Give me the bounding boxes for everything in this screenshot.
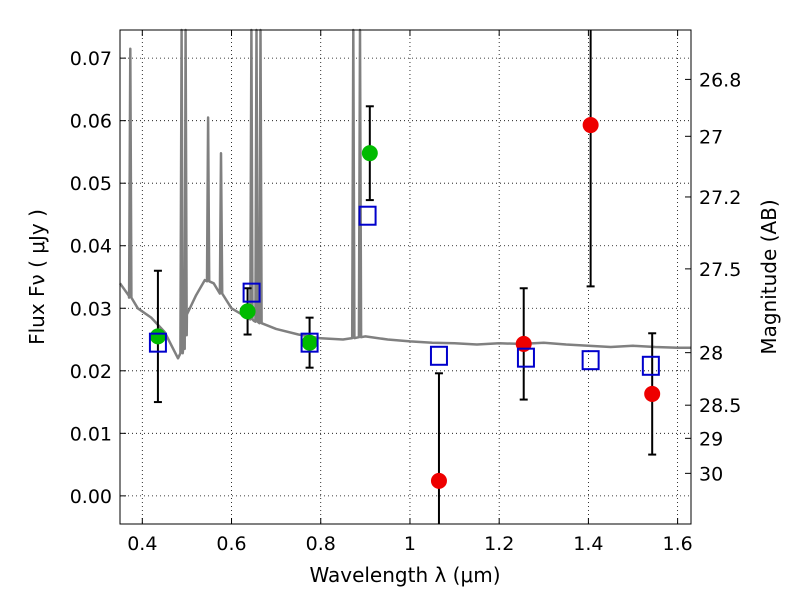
plot-frame <box>119 29 692 525</box>
x-tick-label: 1.2 <box>484 533 514 555</box>
mag-tick-label: 27.2 <box>699 187 741 209</box>
y-tick-label: 0.06 <box>70 111 112 133</box>
x-tick-label: 1.4 <box>573 533 603 555</box>
y-tick-label: 0.05 <box>70 173 112 195</box>
x-tick-label: 0.6 <box>216 533 246 555</box>
data-point <box>301 334 318 351</box>
y-tick-label: 0.07 <box>70 48 112 70</box>
x-tick-label: 1.6 <box>663 533 693 555</box>
y-tick-label: 0.01 <box>70 423 112 445</box>
y-tick-label: 0.02 <box>70 361 112 383</box>
y-axis-title: Flux Fν ( μJy ) <box>25 209 49 345</box>
model-square-marker <box>358 205 377 226</box>
mag-tick-label: 27 <box>699 126 723 148</box>
model-spectrum <box>118 28 691 360</box>
data-point <box>149 328 166 345</box>
model-square-marker <box>148 332 167 353</box>
data-point <box>582 117 599 134</box>
data-point <box>644 385 661 402</box>
mag-tick-label: 26.8 <box>699 69 741 91</box>
data-point <box>430 472 447 489</box>
x-tick-label: 0.8 <box>306 533 336 555</box>
x-tick-label: 0.4 <box>127 533 157 555</box>
mag-tick-label: 29 <box>699 428 723 450</box>
data-point <box>239 303 256 320</box>
x-axis-title: Wavelength λ (μm) <box>309 563 500 587</box>
y-tick-label: 0.04 <box>70 236 112 258</box>
mag-tick-label: 27.5 <box>699 259 741 281</box>
data-point <box>361 145 378 162</box>
model-square-marker <box>581 350 600 371</box>
data-points <box>148 30 661 524</box>
y-tick-label: 0.00 <box>70 486 112 508</box>
model-square-marker <box>641 355 660 376</box>
x-tick-label: 1 <box>404 533 416 555</box>
model-square-marker <box>242 282 261 303</box>
model-square-marker <box>516 347 535 368</box>
plot-background <box>120 30 691 524</box>
y-tick-label: 0.03 <box>70 298 112 320</box>
mag-tick-label: 30 <box>699 463 723 485</box>
mag-tick-label: 28 <box>699 343 723 365</box>
axes: 0.4 0.6 0.8 1 1.2 1.4 1.6 0.00 0.01 0.02 0.03 0.04 0… <box>70 30 741 555</box>
mag-tick-label: 28.5 <box>699 395 741 417</box>
model-square-marker <box>429 345 448 366</box>
model-square-marker <box>300 332 319 353</box>
spectrum-line <box>118 28 691 360</box>
right-axis-title: Magnitude (AB) <box>757 199 781 354</box>
